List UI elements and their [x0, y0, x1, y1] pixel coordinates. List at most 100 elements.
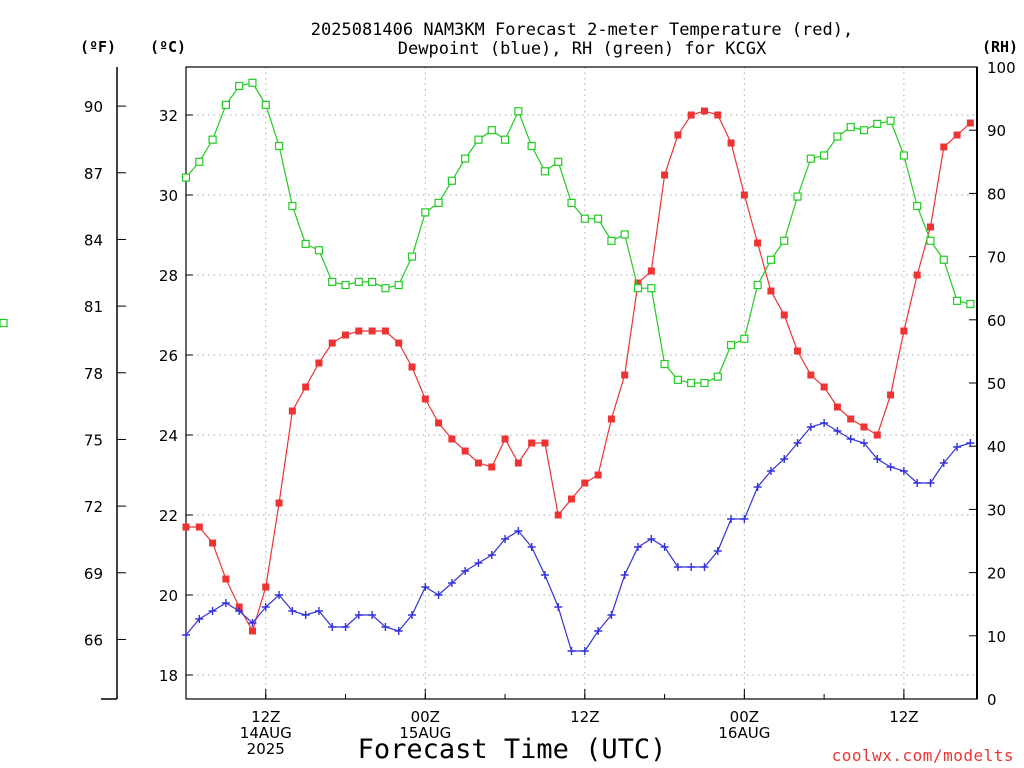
- rh-point: [554, 157, 563, 166]
- celsius-tick-label: 32: [159, 107, 178, 125]
- temperature-point: [528, 439, 536, 447]
- rh-axis: 0 10 20 30 40 50 60 70 80 90 100: [969, 59, 1016, 709]
- temperature-point: [275, 499, 283, 507]
- temperature-point: [780, 311, 788, 319]
- dewpoint-point: [833, 427, 842, 435]
- rh-point: [806, 154, 815, 163]
- dewpoint-point: [913, 479, 922, 487]
- rh-tick-label: 50: [987, 375, 1006, 393]
- time-tick-label: 00Z: [411, 708, 440, 726]
- rh-point: [780, 236, 789, 245]
- rh-point: [966, 299, 975, 309]
- rh-tick-label: 70: [987, 249, 1006, 267]
- rh-point: [368, 277, 377, 286]
- temperature-point: [328, 339, 336, 347]
- dewpoint-point: [966, 439, 975, 447]
- rh-point: [846, 122, 855, 132]
- rh-point: [461, 154, 470, 163]
- rh-point: [248, 78, 257, 87]
- temperature-point: [435, 419, 443, 427]
- rh-point: [235, 81, 244, 91]
- celsius-tick-label: 28: [159, 267, 178, 285]
- temperature-point: [262, 583, 270, 591]
- temperature-point: [355, 327, 363, 335]
- rh-point: [434, 198, 443, 207]
- celsius-tick-label: 20: [159, 587, 178, 605]
- dewpoint-point: [314, 607, 323, 615]
- temperature-point: [514, 459, 522, 467]
- credit-text: coolwx.com/modelts: [832, 746, 1014, 765]
- temperature-point: [860, 423, 868, 431]
- temperature-point: [248, 627, 256, 635]
- temperature-point: [847, 415, 855, 423]
- dewpoint-point: [567, 647, 576, 655]
- rh-point: [567, 198, 576, 207]
- temperature-point: [807, 371, 815, 379]
- dewpoint-point: [713, 547, 722, 555]
- dewpoint-point: [607, 611, 616, 619]
- plot-frame: [185, 66, 978, 700]
- celsius-unit-label: (ºC): [150, 38, 186, 56]
- dewpoint-point: [820, 419, 829, 427]
- dewpoint-point: [687, 563, 696, 571]
- dewpoint-point: [873, 455, 882, 463]
- temperature-point: [395, 339, 403, 347]
- dewpoint-point: [939, 459, 948, 467]
- rh-point: [673, 375, 682, 384]
- dewpoint-point: [780, 455, 789, 463]
- temperature-point: [621, 371, 629, 379]
- dewpoint-point: [248, 619, 257, 627]
- fahrenheit-tick-label: 72: [84, 498, 103, 516]
- dewpoint-point: [487, 551, 496, 559]
- temperature-point: [754, 239, 762, 247]
- dewpoint-point: [806, 423, 815, 431]
- fahrenheit-tick-label: 66: [84, 631, 103, 649]
- temperature-point: [474, 459, 482, 467]
- temperature-point: [594, 471, 602, 479]
- temperature-point: [315, 359, 323, 367]
- rh-point: [447, 176, 456, 185]
- time-tick-label: 2025: [247, 740, 285, 758]
- celsius-tick-label: 22: [159, 507, 178, 525]
- dewpoint-point: [793, 439, 802, 447]
- temperature-point: [381, 327, 389, 335]
- rh-point: [633, 284, 643, 293]
- fahrenheit-tick-label: 78: [84, 365, 103, 383]
- dewpoint-point: [899, 467, 908, 475]
- rh-point: [407, 252, 417, 261]
- rh-point: [328, 277, 337, 286]
- dewpoint-point: [953, 443, 962, 451]
- dewpoint-point: [846, 435, 855, 443]
- temperature-point: [288, 407, 296, 415]
- series-layer: [0, 78, 975, 655]
- dewpoint-point: [221, 599, 230, 607]
- rh-tick-label: 10: [987, 628, 1006, 646]
- dewpoint-point: [554, 603, 563, 611]
- temperature-point: [661, 171, 669, 179]
- dewpoint-point: [368, 611, 377, 619]
- rh-point: [500, 135, 510, 144]
- dewpoint-line: [185, 422, 971, 652]
- chart-title: 2025081406 NAM3KM Forecast 2-meter Tempe…: [311, 20, 853, 40]
- time-tick-label: 16AUG: [718, 724, 770, 742]
- temperature-point: [195, 523, 203, 531]
- rh-point: [514, 107, 523, 116]
- fahrenheit-tick-label: 75: [84, 431, 103, 449]
- fahrenheit-tick-label: 81: [84, 298, 103, 316]
- dewpoint-point: [381, 623, 390, 631]
- temperature-point: [607, 415, 615, 423]
- rh-point: [713, 372, 722, 381]
- temperature-point: [926, 223, 934, 231]
- rh-point: [660, 359, 669, 369]
- dewpoint-point: [634, 543, 642, 551]
- rh-point: [687, 378, 696, 388]
- temperature-point: [461, 447, 469, 455]
- time-tick-label: 00Z: [730, 708, 759, 726]
- rh-tick-label: 60: [987, 312, 1006, 330]
- temperature-point: [581, 479, 589, 487]
- rh-point: [540, 167, 550, 176]
- rh-point: [886, 116, 895, 125]
- temperature-point: [700, 107, 708, 115]
- temperature-point: [501, 435, 509, 443]
- rh-point: [913, 201, 922, 211]
